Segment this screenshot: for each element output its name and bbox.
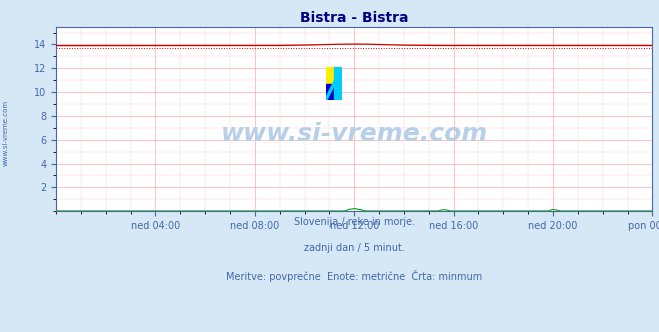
Text: Meritve: povprečne  Enote: metrične  Črta: minmum: Meritve: povprečne Enote: metrične Črta:… bbox=[226, 270, 482, 282]
Title: Bistra - Bistra: Bistra - Bistra bbox=[300, 11, 409, 25]
Text: www.si-vreme.com: www.si-vreme.com bbox=[221, 122, 488, 146]
Text: Slovenija / reke in morje.: Slovenija / reke in morje. bbox=[294, 217, 415, 227]
Text: www.si-vreme.com: www.si-vreme.com bbox=[2, 100, 9, 166]
Text: zadnji dan / 5 minut.: zadnji dan / 5 minut. bbox=[304, 243, 405, 253]
